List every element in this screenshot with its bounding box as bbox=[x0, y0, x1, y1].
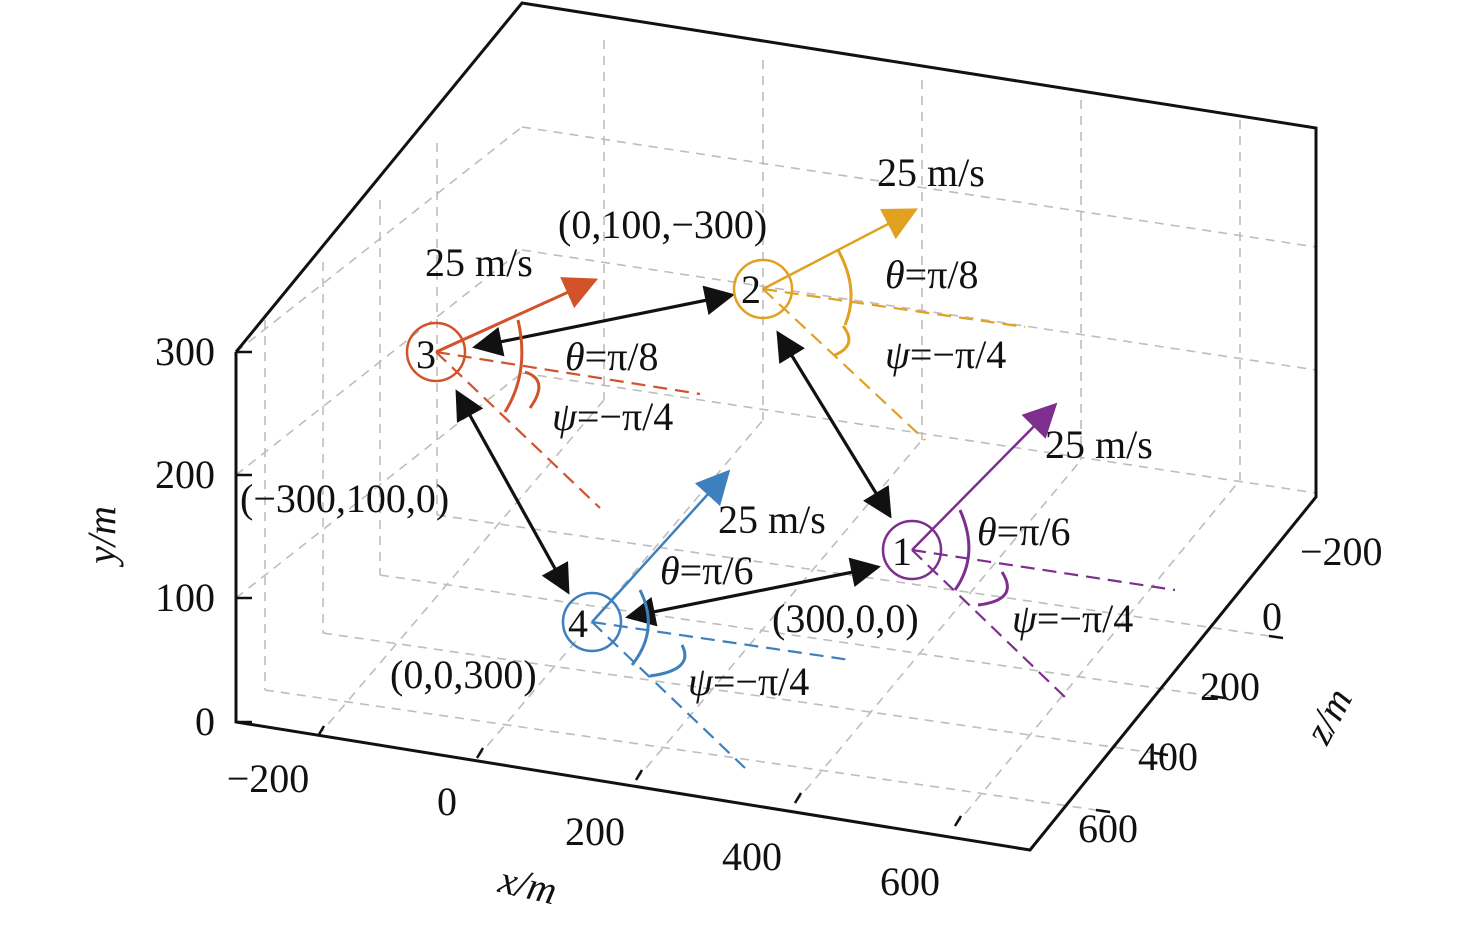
position-label-1: (300,0,0) bbox=[772, 596, 919, 641]
agent-marker bbox=[732, 258, 794, 320]
y-tick-label: 0 bbox=[195, 699, 215, 744]
link-2-1 bbox=[776, 330, 892, 519]
axis-box bbox=[234, 1, 1318, 852]
psi-arc bbox=[977, 571, 1009, 607]
theta-arc bbox=[953, 509, 971, 591]
projection-line bbox=[762, 287, 1026, 329]
velocity-arrow bbox=[911, 402, 1058, 551]
agent-id: 4 bbox=[568, 601, 588, 646]
agent-2: 2 bbox=[732, 208, 1026, 441]
link-3-2 bbox=[472, 285, 735, 357]
y-tick-label: 300 bbox=[155, 329, 215, 374]
psi-label-1: ψ=−π/4 bbox=[1012, 596, 1133, 641]
projection-line bbox=[591, 621, 746, 769]
theta-label-2: θ=π/8 bbox=[885, 252, 979, 297]
agent-marker bbox=[881, 519, 943, 581]
theta-label-1: θ=π/6 bbox=[977, 509, 1071, 554]
agent-4: 4 bbox=[561, 469, 851, 769]
agent-id: 2 bbox=[741, 267, 761, 312]
x-tick-labels: −200 0 200 400 600 bbox=[227, 756, 940, 904]
z-tick-label: 0 bbox=[1262, 594, 1282, 639]
psi-label-3: ψ=−π/4 bbox=[552, 394, 673, 439]
agent-id: 1 bbox=[892, 529, 912, 574]
speed-label-3: 25 m/s bbox=[425, 240, 533, 285]
projection-line bbox=[762, 288, 926, 441]
agent-id: 3 bbox=[416, 332, 436, 377]
psi-arc bbox=[834, 325, 851, 357]
agent-3: 3 bbox=[405, 277, 701, 509]
link-3-4 bbox=[455, 389, 570, 595]
link-4-1 bbox=[625, 557, 881, 627]
speed-label-1: 25 m/s bbox=[1045, 422, 1153, 467]
x-tick-label: 200 bbox=[565, 809, 625, 854]
theta-arc bbox=[503, 319, 524, 413]
x-tick-label: 600 bbox=[880, 859, 940, 904]
theta-arc bbox=[836, 249, 853, 326]
agent-1: 1 bbox=[881, 402, 1176, 701]
x-axis-title: x/m bbox=[494, 856, 561, 913]
z-tick-label: 200 bbox=[1200, 664, 1260, 709]
projection-line bbox=[911, 548, 1176, 592]
communication-links bbox=[455, 285, 892, 627]
psi-arc bbox=[524, 370, 541, 409]
psi-arc bbox=[649, 644, 687, 678]
theta-label-3: θ=π/8 bbox=[565, 334, 659, 379]
psi-label-2: ψ=−π/4 bbox=[885, 332, 1006, 377]
z-tick-label: −200 bbox=[1300, 529, 1383, 574]
z-tick-label: 400 bbox=[1138, 734, 1198, 779]
z-tick-labels: −200 0 200 400 600 bbox=[1078, 529, 1383, 851]
theta-arc bbox=[630, 589, 650, 666]
x-tick-label: 400 bbox=[722, 834, 782, 879]
velocity-arrow bbox=[591, 469, 731, 623]
grid-lines bbox=[235, 40, 1317, 827]
position-label-2: (0,100,−300) bbox=[558, 202, 767, 247]
x-tick-label: −200 bbox=[227, 756, 310, 801]
y-tick-label: 100 bbox=[155, 575, 215, 620]
agent-marker bbox=[405, 321, 467, 383]
speed-label-4: 25 m/s bbox=[718, 497, 826, 542]
z-tick-label: 600 bbox=[1078, 806, 1138, 851]
theta-label-4: θ=π/6 bbox=[660, 548, 754, 593]
z-axis-title: z/m bbox=[1295, 681, 1361, 752]
position-label-4: (0,0,300) bbox=[390, 652, 537, 697]
projection-line bbox=[435, 350, 701, 396]
tick-marks bbox=[236, 350, 1284, 852]
projection-line bbox=[435, 351, 601, 509]
position-label-3: (−300,100,0) bbox=[240, 476, 449, 521]
projection-line bbox=[911, 549, 1069, 701]
x-tick-label: 0 bbox=[437, 779, 457, 824]
psi-label-4: ψ=−π/4 bbox=[688, 659, 809, 704]
y-tick-labels: 300 200 100 0 bbox=[155, 329, 215, 744]
agent-marker bbox=[561, 591, 623, 653]
y-tick-label: 200 bbox=[155, 452, 215, 497]
y-axis-title: y/m bbox=[79, 506, 124, 568]
speed-label-2: 25 m/s bbox=[877, 150, 985, 195]
